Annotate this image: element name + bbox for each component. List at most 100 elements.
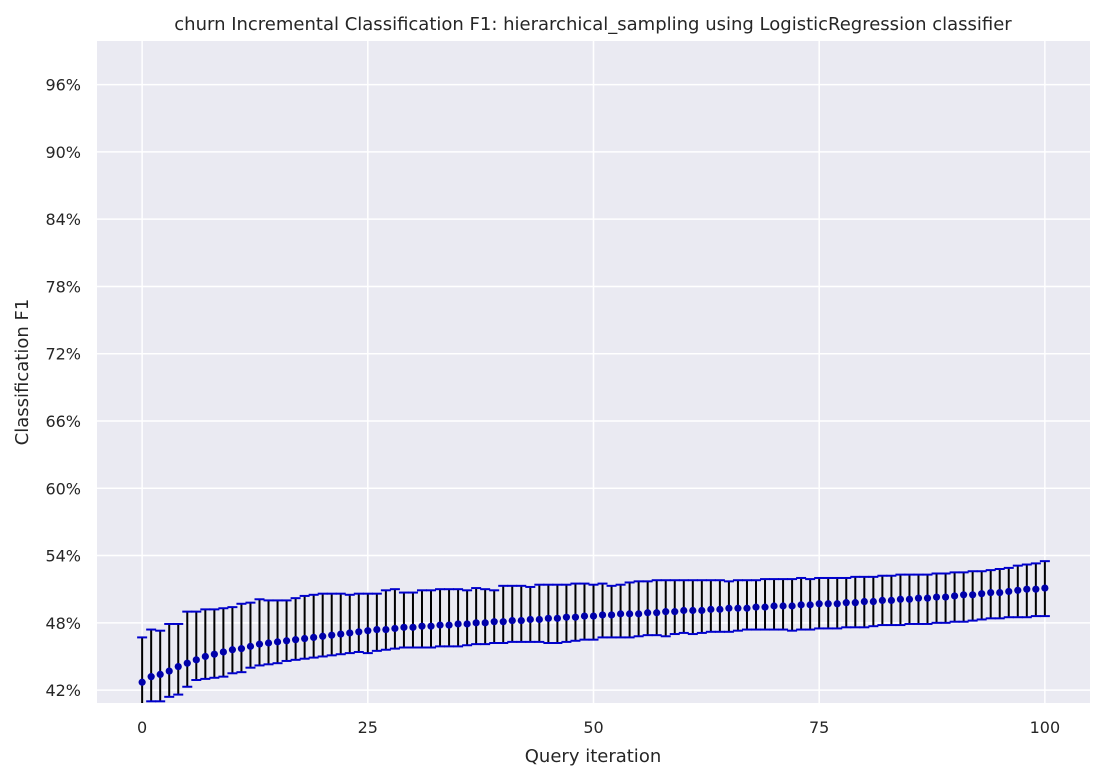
data-point xyxy=(869,597,877,606)
data-point xyxy=(553,614,561,622)
data-point xyxy=(310,633,318,642)
data-point xyxy=(454,620,462,628)
x-axis-title: Query iteration xyxy=(525,746,661,767)
x-axis-ticks: 0 25 50 75 100 xyxy=(137,718,1060,737)
data-point xyxy=(517,616,525,625)
data-point xyxy=(418,622,426,630)
data-point xyxy=(580,612,589,620)
data-point xyxy=(607,611,616,619)
data-point xyxy=(292,636,300,644)
data-point xyxy=(725,604,733,612)
data-point xyxy=(779,602,787,610)
data-point xyxy=(788,602,796,610)
data-point xyxy=(923,594,932,602)
data-point xyxy=(328,631,336,639)
data-point xyxy=(878,596,886,605)
y-tick-label: 84% xyxy=(45,210,81,229)
data-point xyxy=(364,627,372,635)
data-point xyxy=(707,605,715,613)
data-point xyxy=(147,673,155,681)
data-point xyxy=(887,596,896,605)
data-point xyxy=(508,616,516,625)
data-point xyxy=(896,595,905,603)
data-point xyxy=(671,608,679,616)
data-point xyxy=(770,602,778,610)
data-point xyxy=(319,632,327,640)
data-point xyxy=(499,618,507,626)
x-tick-label: 75 xyxy=(809,718,829,737)
data-point xyxy=(1023,585,1031,593)
y-tick-label: 54% xyxy=(45,547,81,566)
data-point xyxy=(653,609,661,617)
data-point xyxy=(562,613,571,621)
x-tick-label: 0 xyxy=(137,718,147,737)
data-point xyxy=(138,678,146,686)
data-point xyxy=(969,591,977,599)
data-point xyxy=(698,606,706,615)
data-point xyxy=(1041,584,1049,592)
data-point xyxy=(914,594,923,602)
data-point xyxy=(589,612,598,620)
y-tick-label: 60% xyxy=(45,479,81,498)
data-point xyxy=(535,615,543,624)
data-point xyxy=(806,601,814,609)
data-point xyxy=(752,603,760,611)
x-tick-label: 50 xyxy=(583,718,603,737)
data-point xyxy=(635,610,643,618)
data-point xyxy=(526,615,534,624)
data-point xyxy=(941,593,950,601)
y-axis-title: Classification F1 xyxy=(12,299,33,446)
data-point xyxy=(463,620,471,628)
data-point xyxy=(815,600,823,608)
data-point xyxy=(273,638,282,646)
y-tick-label: 96% xyxy=(45,76,81,95)
data-point xyxy=(490,618,498,626)
data-point xyxy=(851,599,859,607)
data-point xyxy=(1014,586,1022,594)
data-point xyxy=(960,591,968,599)
data-point xyxy=(400,623,408,631)
data-point xyxy=(932,593,941,601)
data-point xyxy=(996,588,1004,597)
data-point xyxy=(255,640,264,648)
data-point xyxy=(201,652,209,661)
data-point xyxy=(346,629,354,637)
data-point xyxy=(282,637,291,645)
data-point xyxy=(571,613,580,621)
data-point xyxy=(301,634,309,643)
data-point xyxy=(409,623,417,631)
data-points xyxy=(138,584,1049,686)
data-point xyxy=(183,659,191,667)
data-point xyxy=(761,603,769,611)
data-point xyxy=(228,646,237,654)
data-point xyxy=(355,628,363,636)
data-point xyxy=(716,605,724,613)
y-tick-label: 78% xyxy=(45,277,81,296)
data-point xyxy=(743,604,751,612)
data-point xyxy=(174,662,182,671)
data-point xyxy=(734,604,742,612)
data-point xyxy=(264,639,273,647)
data-point xyxy=(472,619,480,627)
data-point xyxy=(616,610,625,618)
data-point xyxy=(192,656,200,664)
data-point xyxy=(373,625,381,634)
data-point xyxy=(382,625,390,634)
data-point xyxy=(1005,587,1013,596)
y-tick-label: 90% xyxy=(45,143,81,162)
data-point xyxy=(246,642,255,650)
data-point xyxy=(689,606,697,615)
data-point xyxy=(165,667,173,675)
data-point xyxy=(905,595,914,603)
data-point xyxy=(391,624,399,633)
data-point xyxy=(662,608,670,616)
data-point xyxy=(950,592,959,600)
data-point xyxy=(797,601,805,609)
data-point xyxy=(237,645,246,653)
data-point xyxy=(436,621,444,629)
data-point xyxy=(598,611,607,619)
data-point xyxy=(337,630,345,638)
chart-title: churn Incremental Classification F1: hie… xyxy=(174,14,1012,35)
data-point xyxy=(210,650,218,658)
